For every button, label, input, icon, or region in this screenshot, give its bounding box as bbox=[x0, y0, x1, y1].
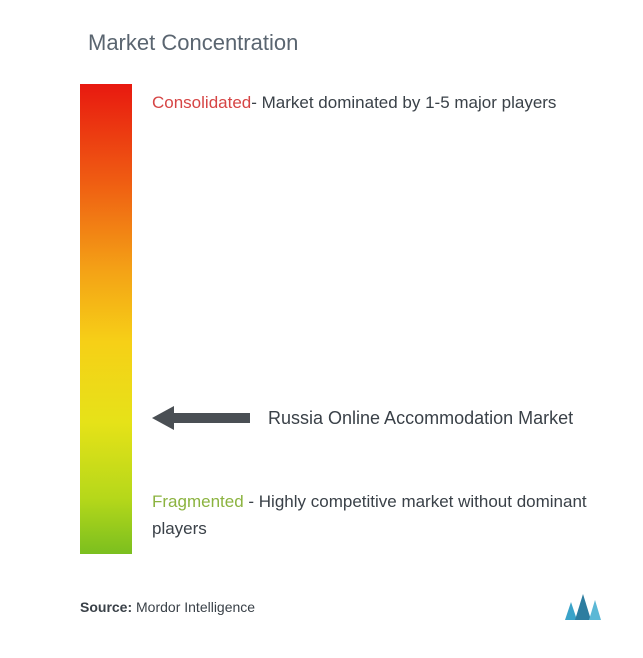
gradient-bar bbox=[80, 84, 132, 554]
concentration-chart: Consolidated- Market dominated by 1-5 ma… bbox=[80, 84, 603, 554]
source-attribution: Source: Mordor Intelligence bbox=[80, 599, 255, 615]
logo-bar-3 bbox=[589, 600, 601, 620]
consolidated-term: Consolidated bbox=[152, 93, 251, 112]
mordor-logo-icon bbox=[563, 594, 603, 620]
fragmented-term: Fragmented bbox=[152, 492, 244, 511]
market-name: Russia Online Accommodation Market bbox=[268, 405, 573, 432]
consolidated-description: - Market dominated by 1-5 major players bbox=[251, 93, 556, 112]
footer: Source: Mordor Intelligence bbox=[80, 594, 603, 620]
logo-bar-2 bbox=[575, 594, 591, 620]
arrow-head bbox=[152, 406, 174, 430]
source-value: Mordor Intelligence bbox=[136, 599, 255, 615]
arrow-left-icon bbox=[152, 404, 250, 432]
logo-bar-1 bbox=[565, 602, 577, 620]
page-title: Market Concentration bbox=[88, 30, 603, 56]
consolidated-label: Consolidated- Market dominated by 1-5 ma… bbox=[152, 90, 603, 116]
arrow-shaft bbox=[172, 413, 250, 423]
labels-area: Consolidated- Market dominated by 1-5 ma… bbox=[132, 84, 603, 554]
fragmented-label: Fragmented - Highly competitive market w… bbox=[152, 489, 603, 542]
source-label: Source: bbox=[80, 599, 136, 615]
market-indicator: Russia Online Accommodation Market bbox=[152, 404, 603, 432]
